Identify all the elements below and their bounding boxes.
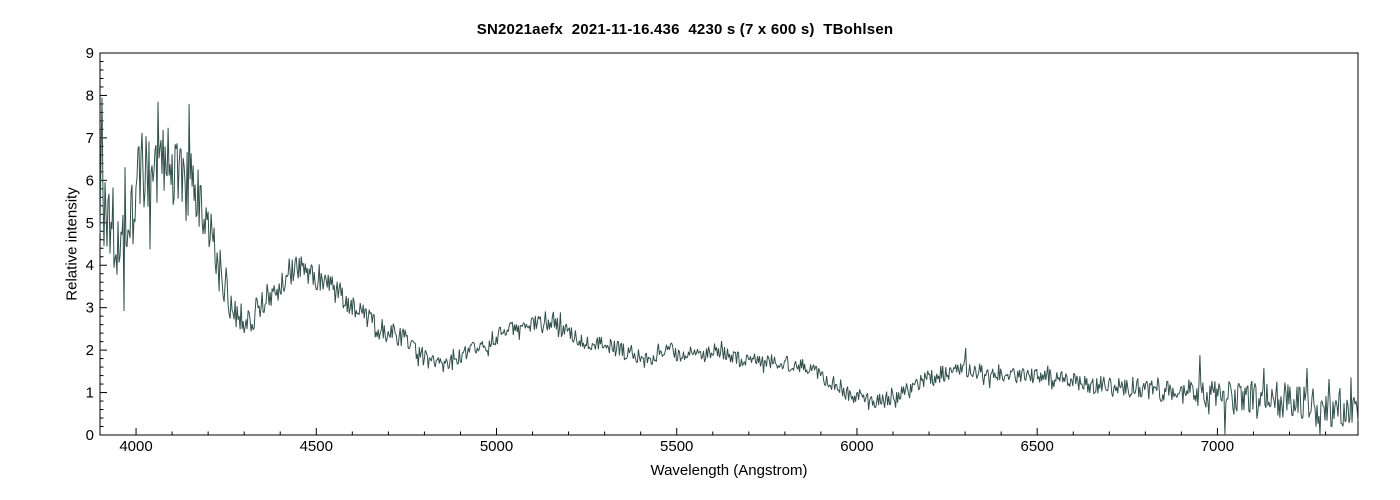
y-tick-label: 6 [86, 172, 94, 189]
plot-frame [99, 52, 1359, 436]
spectrum-line [99, 97, 1359, 436]
y-tick-label: 7 [86, 130, 94, 147]
x-tick-label: 6500 [1021, 438, 1054, 455]
x-tick-label: 6000 [840, 438, 873, 455]
y-tick-label: 1 [86, 385, 94, 402]
y-axis-label: Relative intensity [63, 187, 81, 301]
y-tick-label: 9 [86, 45, 94, 62]
y-tick-label: 3 [86, 300, 94, 317]
chart-title: SN2021aefx 2021-11-16.436 4230 s (7 x 60… [476, 21, 894, 38]
y-tick-label: 8 [86, 87, 94, 104]
x-tick-label: 5500 [660, 438, 693, 455]
y-tick-label: 2 [86, 342, 94, 359]
x-tick-label: 7000 [1201, 438, 1234, 455]
y-tick-label: 5 [86, 215, 94, 232]
x-tick-label: 4500 [300, 438, 333, 455]
x-tick-label: 4000 [119, 438, 152, 455]
x-axis-label: Wavelength (Angstrom) [650, 462, 808, 479]
x-tick-label: 5000 [480, 438, 513, 455]
y-tick-label: 4 [86, 257, 94, 274]
y-tick-label: 0 [86, 427, 94, 444]
